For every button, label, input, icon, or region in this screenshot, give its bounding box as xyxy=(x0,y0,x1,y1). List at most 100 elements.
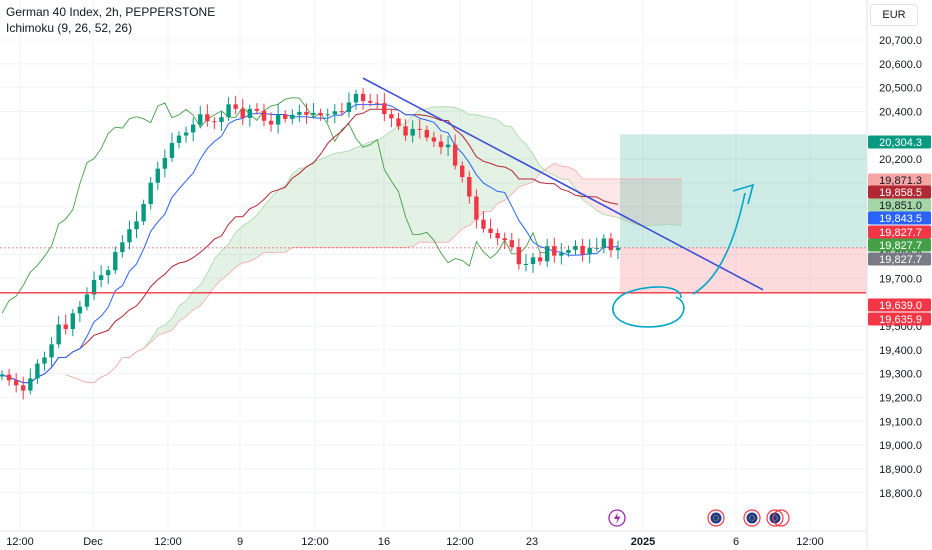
candle-body xyxy=(360,93,366,102)
flag-event-ring xyxy=(772,509,790,527)
y-tick-label: 19,700.0 xyxy=(879,273,922,285)
y-tick-label: 20,200.0 xyxy=(879,154,922,166)
candle-body xyxy=(530,257,536,265)
candle-body xyxy=(91,279,97,295)
x-tick-label: 23 xyxy=(526,536,538,548)
cloud-segment xyxy=(568,167,576,189)
trend-line[interactable] xyxy=(362,77,764,291)
cloud-segment xyxy=(327,153,335,248)
cloud-segment xyxy=(625,179,633,224)
cloud-segment xyxy=(405,115,413,248)
price-axis: 18,800.0 18,900.0 19,000.0 19,100.0 19,200.0… xyxy=(866,0,932,550)
x-tick-label: Dec xyxy=(83,536,103,548)
arrow-annotation[interactable] xyxy=(692,192,746,295)
position-zones xyxy=(620,134,867,294)
cloud-segment xyxy=(667,179,675,225)
price-label: 19,843.5 xyxy=(879,213,922,225)
stop-zone[interactable] xyxy=(620,247,867,294)
candle-body xyxy=(247,108,253,118)
candle-body xyxy=(311,112,316,115)
price-label: 19,827.7 xyxy=(879,254,922,266)
candle-body xyxy=(559,253,564,256)
chart-title: German 40 Index, 2h, PEPPERSTONE xyxy=(6,5,216,19)
cloud-segment xyxy=(398,123,406,248)
cloud-segment xyxy=(632,179,640,226)
price-label-bg xyxy=(868,312,931,326)
lagging-span xyxy=(1,97,548,314)
cloud-segment xyxy=(525,144,534,185)
candle-body xyxy=(318,112,323,116)
candle-body xyxy=(495,233,500,239)
candle-body xyxy=(283,114,288,119)
candle-body xyxy=(198,114,203,125)
cloud-segment xyxy=(341,150,349,248)
y-tick-label: 19,200.0 xyxy=(879,392,922,404)
flag-event-icon[interactable] xyxy=(743,509,761,527)
candle-body xyxy=(219,117,224,122)
indicator-legend[interactable]: Ichimoku (9, 26, 52, 26) xyxy=(6,21,133,35)
candle-body xyxy=(35,363,40,379)
candle-body xyxy=(438,141,444,148)
candle-body xyxy=(396,118,401,127)
cloud-segment xyxy=(249,215,257,262)
y-tick-label: 20,700.0 xyxy=(879,35,922,47)
candle-body xyxy=(615,247,621,251)
cloud-segment xyxy=(483,116,491,212)
candle-body xyxy=(382,103,387,115)
candle-body xyxy=(367,101,373,103)
x-tick-label: 9 xyxy=(237,536,243,548)
candle-body xyxy=(240,108,245,118)
cloud-segment xyxy=(179,301,187,322)
currency-button[interactable]: EUR xyxy=(870,4,918,26)
cloud-segment xyxy=(242,221,250,264)
circle-annotation[interactable] xyxy=(612,286,685,328)
candle-body xyxy=(190,124,196,133)
lightning-icon[interactable] xyxy=(608,509,626,527)
candle-body xyxy=(155,168,160,183)
candle-body xyxy=(162,157,168,169)
cloud-segment xyxy=(306,161,314,248)
grid-lines xyxy=(0,0,866,531)
candle-body xyxy=(233,104,238,109)
y-tick-label: 19,000.0 xyxy=(879,440,922,452)
y-tick-label: 19,100.0 xyxy=(879,416,922,428)
cloud-segment xyxy=(221,244,229,280)
leading-span-b xyxy=(65,162,682,383)
cloud-segment xyxy=(334,152,342,248)
candle-body xyxy=(431,137,437,142)
candle-body xyxy=(346,102,352,112)
y-tick-label: 19,300.0 xyxy=(879,369,922,381)
candle-body xyxy=(389,114,394,119)
cloud-segment xyxy=(235,225,243,267)
candle-body xyxy=(84,294,90,307)
cloud-segment xyxy=(426,106,434,243)
x-tick-label: 12:00 xyxy=(154,536,182,548)
target-zone[interactable] xyxy=(620,134,867,248)
candle-body xyxy=(424,129,430,138)
cloud-segment xyxy=(504,125,512,201)
candle-body xyxy=(297,111,302,115)
candle-body xyxy=(226,104,231,118)
cloud-segment xyxy=(554,163,562,179)
cloud-segment xyxy=(363,141,371,248)
cloud-segment xyxy=(299,167,307,248)
flag-event-icon[interactable] xyxy=(707,509,725,527)
candle-body xyxy=(183,132,189,136)
cloud-segment xyxy=(646,179,654,226)
x-tick-label: 12:00 xyxy=(301,536,329,548)
cloud-segment xyxy=(278,186,286,253)
flag-event-icon[interactable] xyxy=(766,509,784,527)
price-label-bg xyxy=(868,185,931,199)
candle-body xyxy=(410,128,415,136)
price-label-bg xyxy=(868,135,931,149)
cloud-segment xyxy=(320,156,328,248)
cloud-segment xyxy=(228,232,236,275)
candle-body xyxy=(212,121,217,123)
candle-body xyxy=(113,252,118,271)
cloud-segment xyxy=(348,147,357,248)
x-tick-label: 2025 xyxy=(631,536,655,548)
cloud-segment xyxy=(271,190,279,253)
cloud-segment xyxy=(660,179,668,226)
